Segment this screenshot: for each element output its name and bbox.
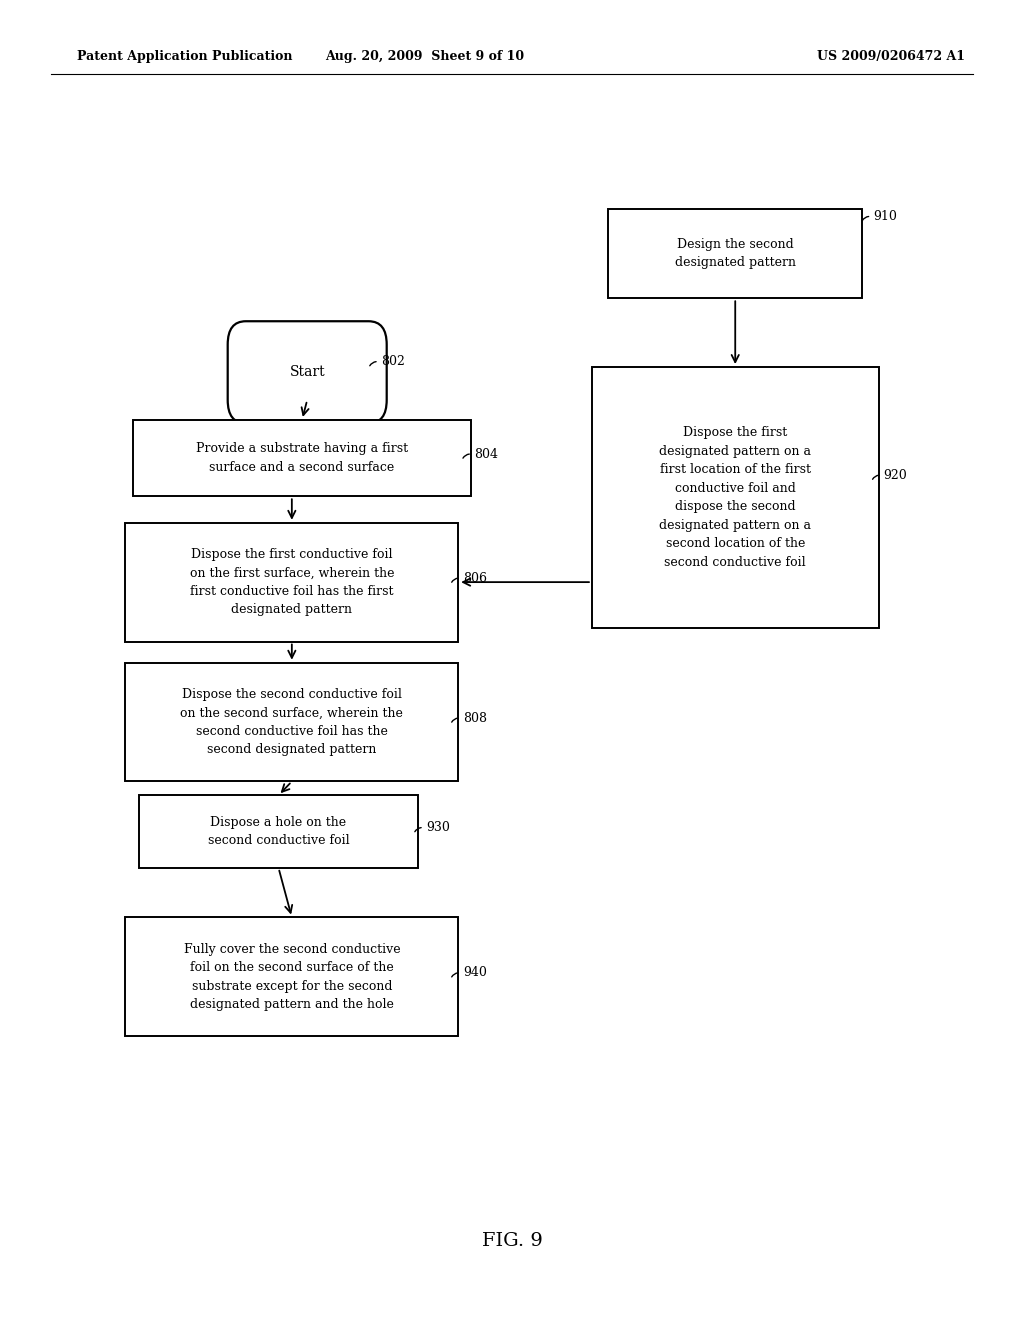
Text: Dispose a hole on the
second conductive foil: Dispose a hole on the second conductive …: [208, 816, 349, 847]
Bar: [139, 795, 418, 869]
Text: 910: 910: [873, 210, 897, 223]
Text: 940: 940: [463, 966, 486, 979]
Text: Start: Start: [290, 366, 325, 379]
Text: Aug. 20, 2009  Sheet 9 of 10: Aug. 20, 2009 Sheet 9 of 10: [326, 50, 524, 63]
Text: 930: 930: [426, 821, 450, 834]
Text: 802: 802: [381, 355, 404, 368]
Text: Dispose the second conductive foil
on the second surface, wherein the
second con: Dispose the second conductive foil on th…: [180, 688, 403, 756]
Text: Patent Application Publication: Patent Application Publication: [77, 50, 292, 63]
Bar: [592, 367, 879, 628]
Bar: [125, 523, 459, 642]
Text: Dispose the first
designated pattern on a
first location of the first
conductive: Dispose the first designated pattern on …: [659, 426, 811, 569]
Bar: [133, 420, 471, 496]
Text: 806: 806: [463, 572, 486, 585]
Text: Provide a substrate having a first
surface and a second surface: Provide a substrate having a first surfa…: [196, 442, 409, 474]
Bar: [125, 917, 459, 1036]
Text: US 2009/0206472 A1: US 2009/0206472 A1: [817, 50, 965, 63]
Bar: [608, 209, 862, 298]
Text: 808: 808: [463, 711, 486, 725]
Text: Fully cover the second conductive
foil on the second surface of the
substrate ex: Fully cover the second conductive foil o…: [183, 942, 400, 1011]
Bar: [125, 663, 459, 781]
FancyBboxPatch shape: [227, 321, 387, 424]
Text: FIG. 9: FIG. 9: [481, 1232, 543, 1250]
Text: 804: 804: [474, 447, 498, 461]
Text: 920: 920: [884, 469, 907, 482]
Text: Design the second
designated pattern: Design the second designated pattern: [675, 238, 796, 269]
Text: Dispose the first conductive foil
on the first surface, wherein the
first conduc: Dispose the first conductive foil on the…: [189, 548, 394, 616]
